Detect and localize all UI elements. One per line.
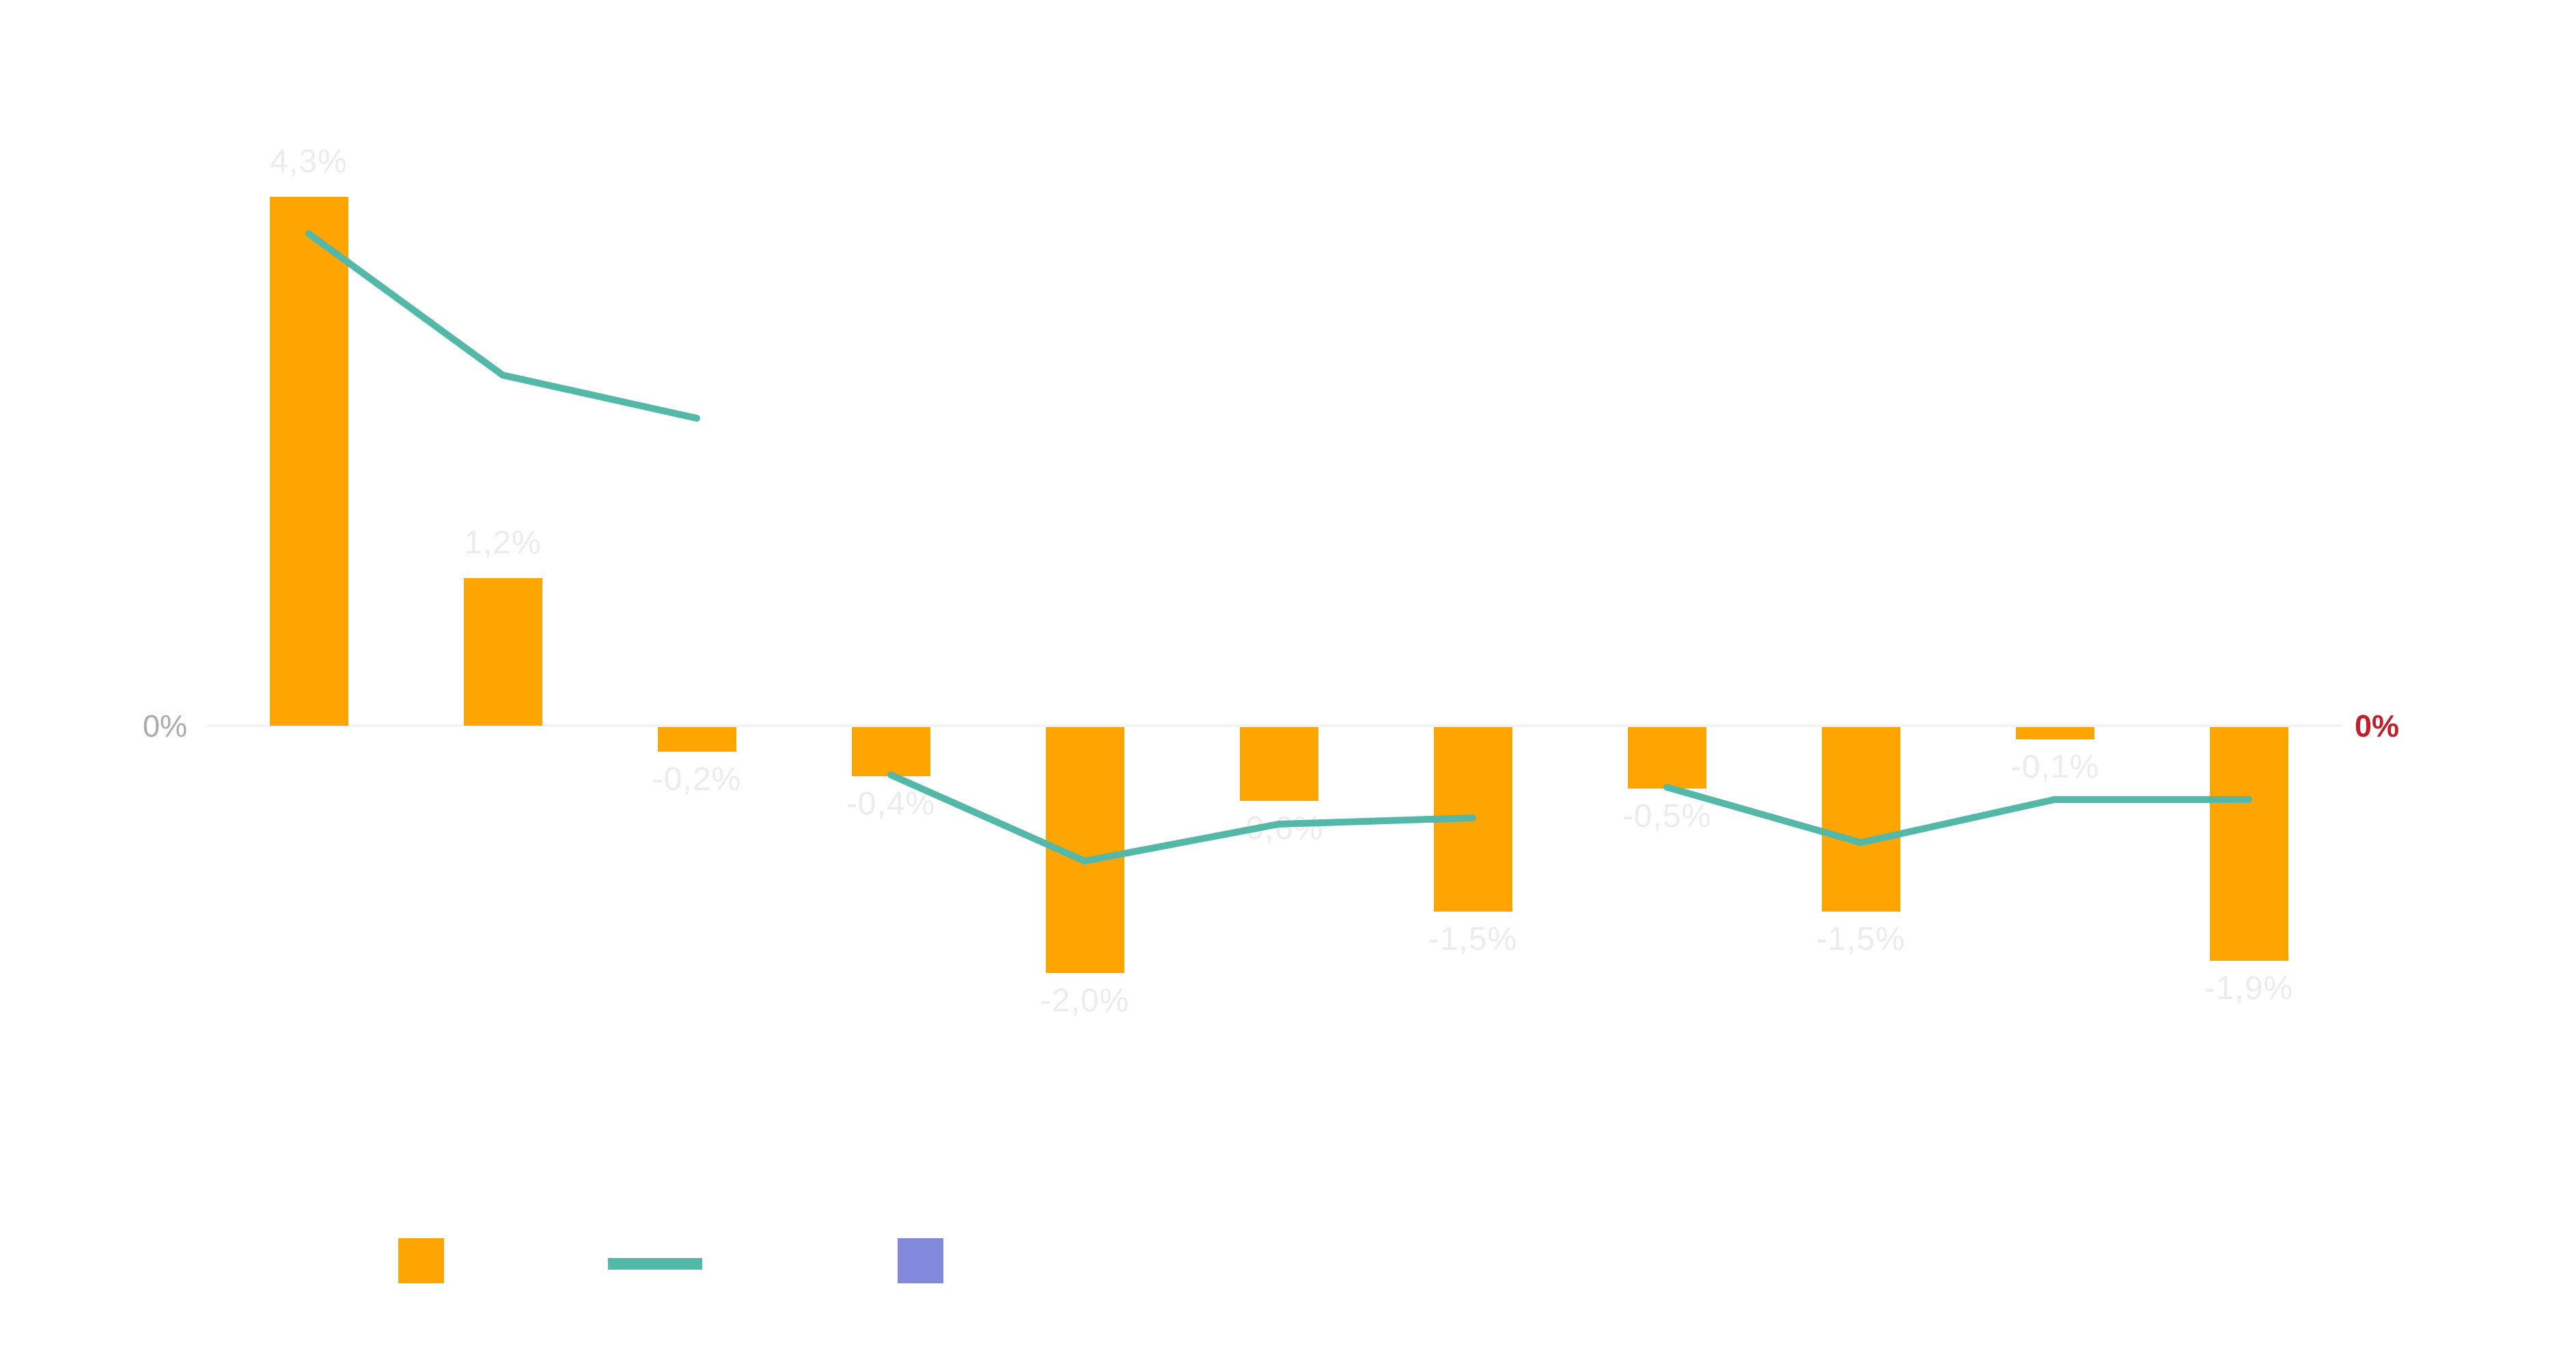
trend-line-segment[interactable]	[305, 230, 700, 422]
bar[interactable]	[1045, 727, 1124, 973]
bar-data-label: 4,3%	[270, 144, 348, 180]
bar-data-label: -1,5%	[1428, 921, 1518, 957]
bar[interactable]	[2209, 727, 2288, 961]
bar[interactable]	[2015, 727, 2094, 739]
bar[interactable]	[1239, 727, 1318, 801]
bar[interactable]	[1627, 727, 1706, 789]
zero-baseline	[207, 724, 2341, 727]
bar[interactable]	[1433, 727, 1512, 912]
legend-line-swatch[interactable]	[608, 1258, 702, 1270]
bar[interactable]	[657, 727, 736, 752]
y-axis-zero-label-right: 0%	[2355, 709, 2400, 743]
bar-data-label: -1,5%	[1816, 921, 1906, 957]
bar-data-label: -0,4%	[846, 786, 936, 822]
bar-data-label: -0,2%	[652, 761, 742, 797]
bar-data-label: 1,2%	[464, 525, 542, 561]
bar-data-label: -0,6%	[1234, 810, 1324, 847]
legend-square-swatch[interactable]	[898, 1238, 943, 1283]
y-axis-zero-label-left: 0%	[142, 709, 187, 743]
bar-data-label: -0,1%	[2010, 749, 2100, 785]
bar-data-label: -0,5%	[1622, 798, 1712, 834]
bar[interactable]	[851, 727, 930, 776]
bar-data-label: -1,9%	[2204, 970, 2294, 1007]
bar[interactable]	[269, 197, 348, 726]
bar[interactable]	[1821, 727, 1900, 912]
legend-square-swatch[interactable]	[398, 1238, 444, 1283]
bar-data-label: -2,0%	[1040, 983, 1130, 1019]
bar[interactable]	[463, 578, 542, 726]
